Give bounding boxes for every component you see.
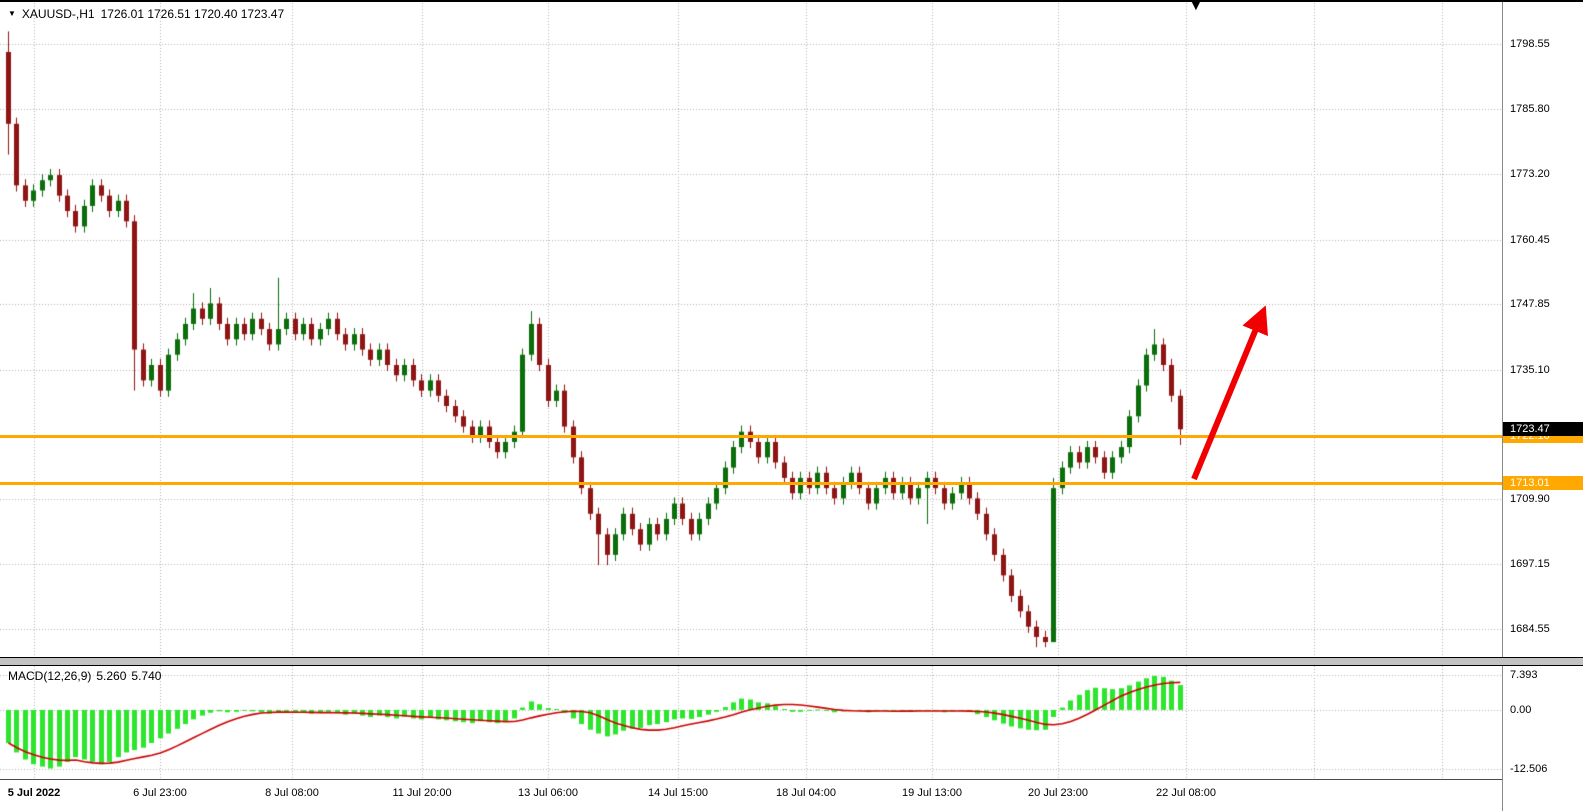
macd-indicator-label: MACD(12,26,9) 5.260 5.740 — [8, 669, 166, 683]
chart-top-border — [0, 0, 1583, 2]
time-axis-label: 18 Jul 04:00 — [776, 787, 836, 799]
price-axis-label: 1760.45 — [1510, 233, 1550, 246]
main-chart-canvas[interactable] — [0, 0, 1502, 657]
price-axis[interactable]: 1798.55 1785.80 1773.20 1760.45 1747.85 1735.… — [1502, 0, 1583, 811]
macd-axis-label: 0.00 — [1510, 703, 1532, 716]
price-axis-label: 1798.55 — [1510, 38, 1550, 50]
chart-shift-marker-icon[interactable]: ▼ — [1188, 0, 1204, 14]
time-axis-label: 20 Jul 23:00 — [1028, 787, 1088, 799]
macd-axis-label: -12.506 — [1510, 763, 1548, 775]
signal-value-label: 5.740 — [131, 669, 162, 683]
current-price-tag: 1723.47 — [1503, 422, 1583, 437]
time-axis-label: 5 Jul 2022 — [7, 787, 61, 799]
time-axis-label: 8 Jul 08:00 — [265, 787, 319, 799]
price-axis-label: 1735.10 — [1510, 363, 1550, 376]
horizontal-line-object[interactable] — [0, 481, 1502, 485]
macd-value-label: 5.260 — [96, 669, 127, 683]
price-axis-label: 1697.15 — [1510, 558, 1550, 571]
time-axis-label: 22 Jul 08:00 — [1156, 787, 1216, 799]
macd-canvas[interactable] — [0, 666, 1502, 779]
time-axis-label: 6 Jul 23:00 — [133, 787, 187, 799]
price-axis-label: 1684.55 — [1510, 623, 1550, 635]
macd-axis-label: 7.393 — [1510, 669, 1538, 681]
symbol-period-label: XAUUSD-,H1 — [21, 7, 95, 21]
price-axis-label: 1785.80 — [1510, 103, 1550, 116]
hline-price-tag: 1713.01 — [1503, 475, 1583, 490]
macd-name-label: MACD(12,26,9) — [8, 669, 92, 683]
time-axis-label: 11 Jul 20:00 — [392, 787, 452, 799]
panel-splitter[interactable] — [0, 657, 1583, 666]
collapse-triangle-icon[interactable]: ▼ — [8, 9, 16, 18]
time-axis-label: 19 Jul 13:00 — [902, 787, 962, 799]
ohlc-values-label: 1726.01 1726.51 1720.40 1723.47 — [100, 7, 285, 21]
time-axis-label: 14 Jul 15:00 — [648, 787, 708, 799]
time-axis-label: 13 Jul 06:00 — [518, 787, 578, 799]
horizontal-line-object[interactable] — [0, 435, 1502, 439]
chart-header: ▼ XAUUSD-,H1 1726.01 1726.51 1720.40 172… — [8, 7, 284, 21]
price-axis-label: 1773.20 — [1510, 168, 1550, 181]
price-axis-label: 1709.90 — [1510, 492, 1550, 505]
time-axis[interactable]: 5 Jul 2022 6 Jul 23:00 8 Jul 08:00 11 Jul 2… — [0, 779, 1502, 811]
price-axis-label: 1747.85 — [1510, 298, 1550, 311]
